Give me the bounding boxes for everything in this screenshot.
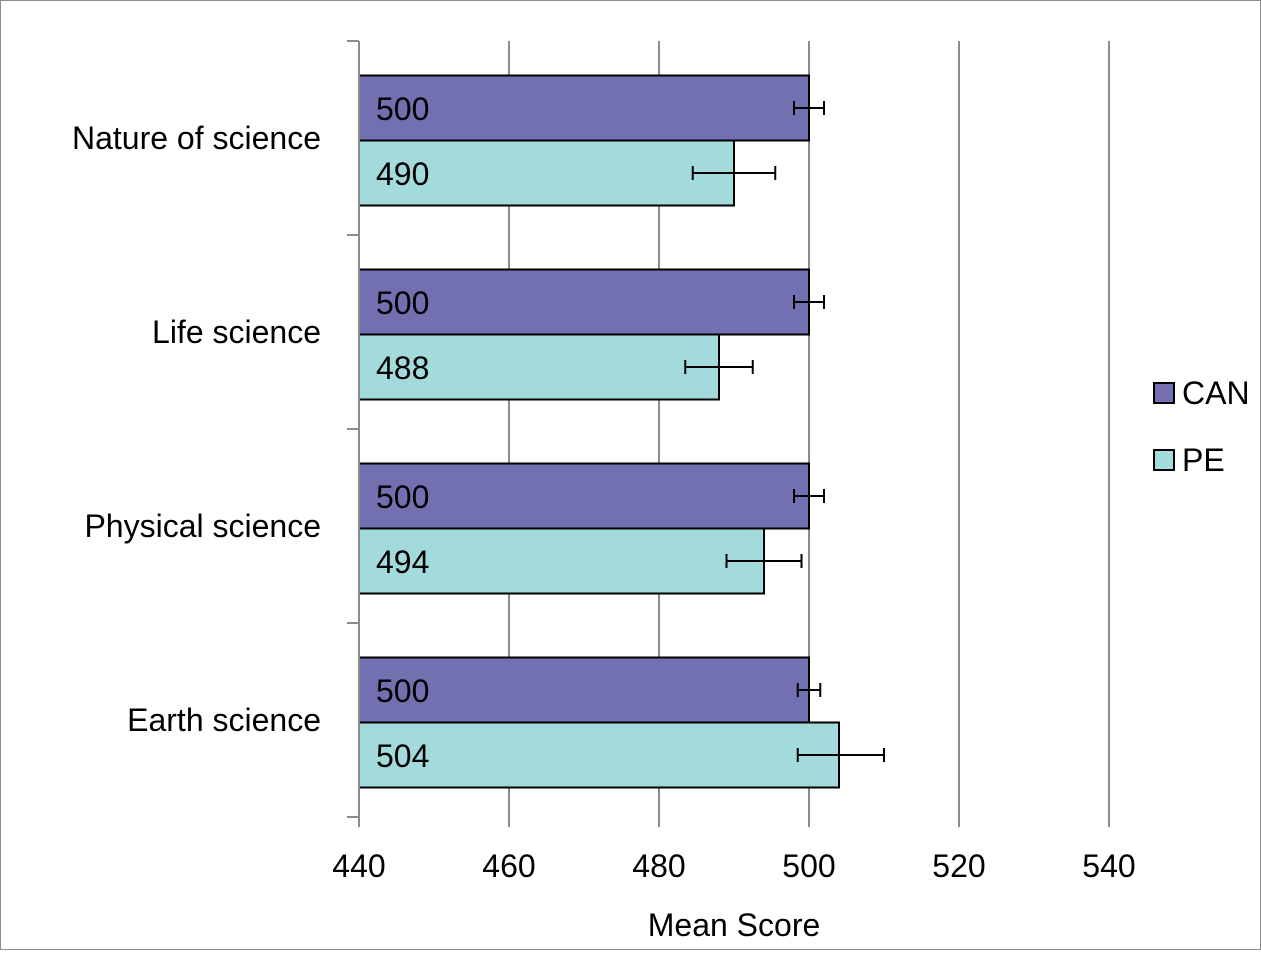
bar-can (358, 656, 810, 724)
category-label: Life science (152, 314, 321, 350)
legend-label-pe: PE (1182, 442, 1225, 478)
axes: 440 460 480 500 520 540 Nature of science Life … (72, 40, 1136, 884)
value-labels: 500 490 500 488 500 494 500 504 (376, 91, 429, 774)
bar-can (358, 268, 810, 336)
bar-pe (358, 527, 765, 595)
bar-pe (358, 721, 840, 789)
x-tick-label: 540 (1082, 848, 1135, 884)
data-label: 490 (376, 156, 429, 192)
legend: CAN PE (1153, 375, 1250, 478)
category-label: Nature of science (72, 120, 321, 156)
legend-label-can: CAN (1182, 375, 1250, 411)
error-bars (684, 101, 885, 762)
data-label: 500 (376, 91, 429, 127)
bars (358, 74, 840, 789)
bar-can (358, 462, 810, 530)
data-label: 504 (376, 738, 429, 774)
legend-swatch-pe (1153, 449, 1175, 471)
data-label: 488 (376, 350, 429, 386)
x-tick-label: 500 (782, 848, 835, 884)
bar-can (358, 74, 810, 142)
x-axis-title: Mean Score (648, 907, 821, 943)
x-tick-label: 480 (632, 848, 685, 884)
x-tick-label: 520 (932, 848, 985, 884)
legend-swatch-can (1153, 382, 1175, 404)
data-label: 500 (376, 479, 429, 515)
category-label: Earth science (127, 702, 321, 738)
data-label: 500 (376, 285, 429, 321)
x-tick-label: 440 (332, 848, 385, 884)
category-label: Physical science (84, 508, 321, 544)
x-tick-label: 460 (482, 848, 535, 884)
data-label: 494 (376, 544, 429, 580)
data-label: 500 (376, 673, 429, 709)
